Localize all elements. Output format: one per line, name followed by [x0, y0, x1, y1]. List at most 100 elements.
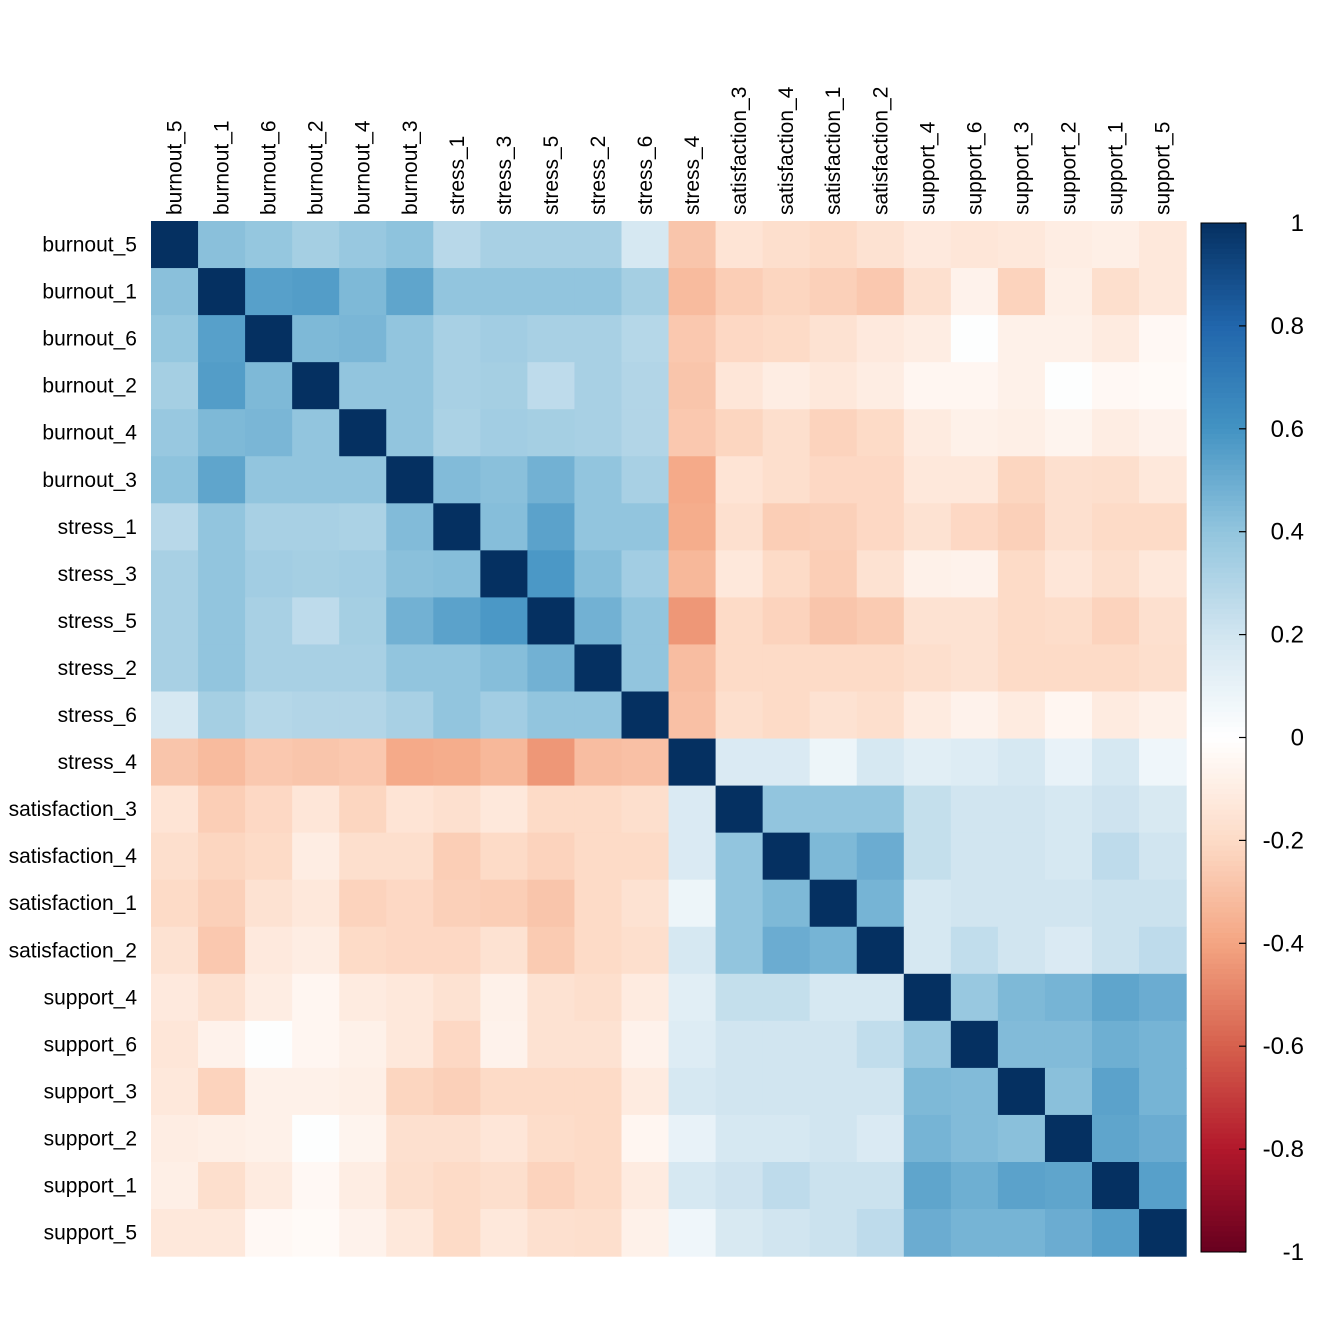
colorbar-segment	[1201, 346, 1246, 353]
heatmap-cell-burnout_1-satisfaction_3	[715, 268, 764, 316]
colorbar-segment	[1201, 454, 1246, 461]
heatmap-cell-support_5-burnout_6	[245, 1209, 293, 1257]
colorbar-segment	[1201, 423, 1246, 430]
heatmap-cell-support_4-stress_6	[621, 973, 670, 1022]
colorbar-segment	[1201, 845, 1246, 852]
colorbar-segment	[1201, 264, 1246, 270]
colorbar-segment	[1201, 1030, 1246, 1037]
heatmap-cell-satisfaction_1-burnout_4	[339, 879, 387, 928]
colorbar-segment	[1201, 377, 1246, 383]
heatmap-cell-support_6-support_3	[997, 1020, 1046, 1069]
heatmap-cell-support_3-support_2	[1044, 1067, 1093, 1116]
heatmap-cell-burnout_3-stress_6	[621, 456, 670, 504]
row-label-support_6: support_6	[44, 1033, 137, 1056]
heatmap-cell-satisfaction_3-stress_6	[621, 785, 670, 834]
colorbar-segment	[1201, 1169, 1246, 1176]
heatmap-cell-support_4-satisfaction_1	[809, 973, 858, 1022]
heatmap-cell-stress_2-satisfaction_3	[715, 644, 764, 693]
colorbar-segment	[1201, 933, 1246, 939]
heatmap-cell-support_5-stress_4	[668, 1209, 717, 1257]
colorbar-segment	[1201, 336, 1246, 342]
heatmap-cell-stress_3-support_1	[1092, 550, 1140, 598]
heatmap-cell-satisfaction_3-stress_5	[527, 785, 576, 834]
heatmap-cell-burnout_5-satisfaction_4	[762, 221, 811, 269]
colorbar-segment	[1201, 279, 1246, 286]
colorbar-segment	[1201, 1041, 1246, 1047]
heatmap-cell-burnout_2-burnout_1	[198, 362, 246, 410]
colorbar-segment	[1201, 367, 1246, 373]
heatmap-cell-stress_6-support_6	[950, 691, 999, 740]
heatmap-cell-stress_3-burnout_2	[292, 550, 340, 598]
colorbar-segment	[1201, 1107, 1246, 1114]
heatmap-cell-satisfaction_3-support_1	[1092, 785, 1140, 834]
heatmap-cell-satisfaction_3-burnout_1	[198, 785, 246, 834]
colorbar-tick-label: 0.4	[1271, 519, 1304, 546]
heatmap-cell-satisfaction_4-satisfaction_2	[856, 832, 905, 881]
heatmap-cell-satisfaction_4-stress_4	[668, 832, 717, 881]
heatmap-cell-satisfaction_3-burnout_6	[245, 785, 293, 834]
heatmap-cell-support_1-burnout_4	[339, 1162, 387, 1210]
heatmap-cell-satisfaction_3-satisfaction_3	[715, 785, 764, 834]
column-label-support_1: support_1	[1105, 122, 1128, 215]
colorbar-segment	[1201, 567, 1246, 574]
heatmap-cell-support_4-satisfaction_2	[856, 973, 905, 1022]
heatmap-cell-burnout_1-support_6	[950, 268, 999, 316]
heatmap-cell-support_3-stress_1	[433, 1067, 481, 1116]
heatmap-cell-support_2-burnout_4	[339, 1114, 387, 1163]
heatmap-cell-support_6-stress_2	[574, 1020, 623, 1069]
heatmap-cell-burnout_5-support_6	[950, 221, 999, 269]
heatmap-cell-stress_3-stress_3	[480, 550, 528, 598]
heatmap-cell-satisfaction_4-burnout_2	[292, 832, 340, 881]
colorbar-segment	[1201, 850, 1246, 857]
colorbar-segment	[1201, 804, 1246, 811]
heatmap-cell-burnout_3-burnout_4	[339, 456, 387, 504]
heatmap-cell-burnout_3-support_4	[903, 456, 952, 504]
heatmap-cell-burnout_1-support_3	[997, 268, 1046, 316]
heatmap-cell-support_1-burnout_3	[386, 1162, 434, 1210]
heatmap-cell-burnout_3-stress_4	[668, 456, 717, 504]
heatmap-cell-support_1-stress_6	[621, 1162, 670, 1210]
heatmap-cell-support_1-support_6	[950, 1162, 999, 1210]
heatmap-cell-support_4-support_3	[997, 973, 1046, 1022]
heatmap-cell-support_3-stress_6	[621, 1067, 670, 1116]
heatmap-cell-burnout_2-support_1	[1092, 362, 1140, 410]
heatmap-cell-support_3-support_1	[1092, 1067, 1140, 1116]
heatmap-cell-stress_3-burnout_5	[151, 550, 199, 598]
heatmap-cell-stress_2-support_6	[950, 644, 999, 693]
heatmap-cell-support_3-support_6	[950, 1067, 999, 1116]
heatmap-cell-satisfaction_3-stress_4	[668, 785, 717, 834]
heatmap-cell-support_1-support_3	[997, 1162, 1046, 1210]
colorbar-segment	[1201, 660, 1246, 666]
colorbar-segment	[1201, 315, 1246, 322]
heatmap-cell-stress_6-burnout_4	[339, 691, 387, 740]
column-label-support_5: support_5	[1152, 122, 1175, 215]
colorbar-segment	[1201, 1149, 1246, 1155]
heatmap-cell-support_2-stress_2	[574, 1114, 623, 1163]
heatmap-cell-stress_2-burnout_2	[292, 644, 340, 693]
heatmap-cell-support_5-satisfaction_3	[715, 1209, 764, 1257]
heatmap-cell-burnout_2-stress_4	[668, 362, 717, 410]
heatmap-cell-burnout_2-satisfaction_3	[715, 362, 764, 410]
heatmap-cell-burnout_6-satisfaction_3	[715, 315, 764, 363]
colorbar-tick-label: -0.6	[1263, 1033, 1304, 1060]
colorbar-segment	[1201, 439, 1246, 445]
colorbar-segment	[1201, 1164, 1246, 1171]
column-label-satisfaction_4: satisfaction_4	[775, 86, 798, 215]
colorbar-segment	[1201, 686, 1246, 692]
row-label-burnout_5: burnout_5	[42, 234, 137, 257]
heatmap-cell-stress_2-satisfaction_2	[856, 644, 905, 693]
colorbar-segment	[1201, 634, 1246, 641]
colorbar-segment	[1201, 1236, 1246, 1243]
heatmap-cell-burnout_2-burnout_4	[339, 362, 387, 410]
heatmap-cell-support_6-support_1	[1092, 1020, 1140, 1069]
colorbar-segment	[1201, 1159, 1246, 1166]
colorbar-segment	[1201, 536, 1246, 543]
heatmap-cell-satisfaction_2-support_2	[1044, 926, 1093, 975]
heatmap-cell-support_3-burnout_6	[245, 1067, 293, 1116]
heatmap-cell-burnout_4-support_2	[1044, 409, 1093, 457]
heatmap-cell-support_6-stress_1	[433, 1020, 481, 1069]
heatmap-cell-stress_6-burnout_6	[245, 691, 293, 740]
heatmap-cell-satisfaction_1-support_2	[1044, 879, 1093, 928]
heatmap-cell-support_2-burnout_3	[386, 1114, 434, 1163]
colorbar-segment	[1201, 1123, 1246, 1130]
